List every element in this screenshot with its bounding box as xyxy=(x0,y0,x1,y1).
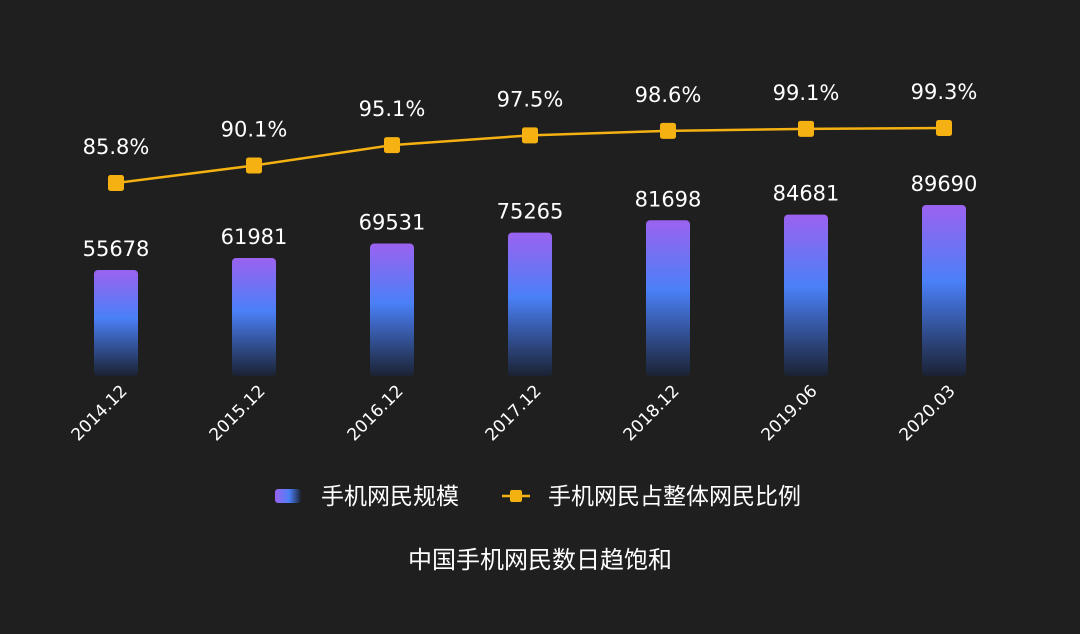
line-point-2015.12 xyxy=(246,157,262,174)
bar-2019.06 xyxy=(784,214,828,376)
chart-caption: 中国手机网民数日趋饱和 xyxy=(408,546,672,574)
labels-layer: 55678 61981 69531 75265 81698 84681 89690 85.8%… xyxy=(83,80,978,261)
legend-label-line: 手机网民占整体网民比例 xyxy=(548,484,801,510)
x-tick-label: 2016.12 xyxy=(344,381,408,445)
line-point-2020.03 xyxy=(936,120,952,136)
bar-2017.12 xyxy=(508,232,552,376)
line-value-label: 85.8% xyxy=(83,135,150,159)
bar-2018.12 xyxy=(646,220,690,376)
line-value-label: 99.1% xyxy=(773,81,840,105)
bar-value-label: 84681 xyxy=(773,182,840,206)
bar-2014.12 xyxy=(94,270,138,376)
x-tick-label: 2014.12 xyxy=(68,381,132,445)
line-value-label: 90.1% xyxy=(221,117,288,141)
line-point-2017.12 xyxy=(522,127,538,144)
legend: 手机网民规模 手机网民占整体网民比例 xyxy=(275,484,801,510)
line-point-2019.06 xyxy=(798,120,814,137)
bar-value-label: 69531 xyxy=(359,211,426,235)
x-tick-label: 2017.12 xyxy=(482,381,546,445)
x-tick-label: 2020.03 xyxy=(896,381,960,445)
line-value-label: 95.1% xyxy=(359,97,426,121)
legend-swatch-marker xyxy=(510,490,522,502)
bar-2016.12 xyxy=(370,243,414,376)
line-value-label: 97.5% xyxy=(497,87,564,111)
x-axis: 2014.12 2015.12 2016.12 2017.12 2018.12 2019.… xyxy=(68,381,960,445)
bar-2015.12 xyxy=(232,257,276,376)
bar-value-label: 81698 xyxy=(635,187,702,211)
bars-layer xyxy=(94,205,966,376)
line-point-2014.12 xyxy=(108,175,124,191)
x-tick-label: 2015.12 xyxy=(206,381,270,445)
x-tick-label: 2018.12 xyxy=(620,381,684,445)
bar-value-label: 75265 xyxy=(497,200,564,224)
bar-value-label: 89690 xyxy=(911,172,978,196)
line-point-2016.12 xyxy=(384,137,400,154)
line-point-2018.12 xyxy=(660,122,676,139)
line-value-label: 98.6% xyxy=(635,83,702,107)
bar-value-label: 61981 xyxy=(221,225,288,249)
legend-swatch-bar xyxy=(275,489,301,503)
line-layer xyxy=(108,120,952,191)
bar-value-label: 55678 xyxy=(83,237,150,261)
x-tick-label: 2019.06 xyxy=(758,381,822,445)
legend-label-bar: 手机网民规模 xyxy=(321,484,459,510)
line-value-label: 99.3% xyxy=(911,80,978,104)
bar-2020.03 xyxy=(922,205,966,376)
